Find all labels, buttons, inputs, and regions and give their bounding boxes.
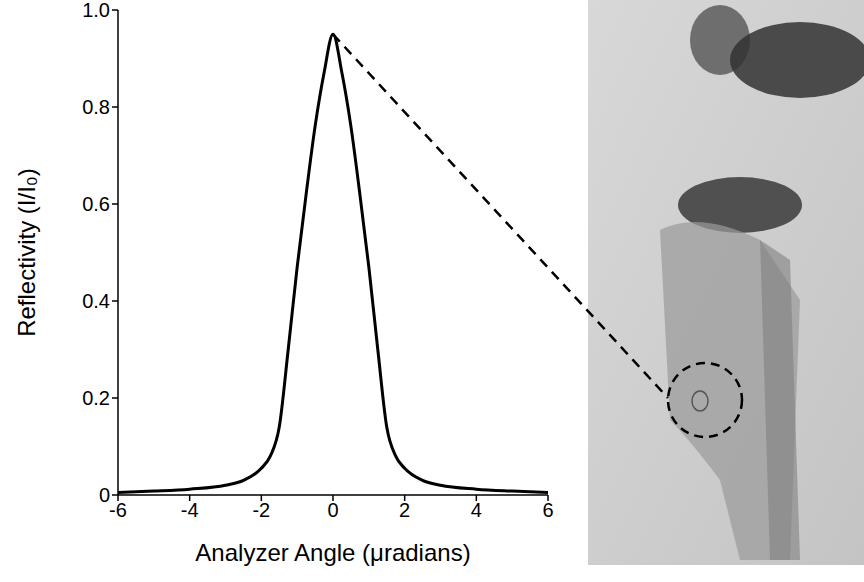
- svg-text:0: 0: [99, 484, 110, 506]
- svg-text:0.4: 0.4: [82, 290, 110, 312]
- svg-text:0.8: 0.8: [82, 96, 110, 118]
- svg-text:-4: -4: [181, 499, 199, 521]
- svg-text:1.0: 1.0: [82, 0, 110, 21]
- svg-text:Reflectivity (I/I₀): Reflectivity (I/I₀): [13, 168, 40, 337]
- svg-text:-6: -6: [109, 499, 127, 521]
- svg-text:0.6: 0.6: [82, 193, 110, 215]
- svg-text:-2: -2: [252, 499, 270, 521]
- svg-text:0.2: 0.2: [82, 387, 110, 409]
- svg-text:2: 2: [399, 499, 410, 521]
- svg-text:6: 6: [542, 499, 553, 521]
- svg-text:Analyzer Angle (μradians): Analyzer Angle (μradians): [195, 539, 470, 566]
- svg-text:0: 0: [327, 499, 338, 521]
- svg-text:4: 4: [471, 499, 482, 521]
